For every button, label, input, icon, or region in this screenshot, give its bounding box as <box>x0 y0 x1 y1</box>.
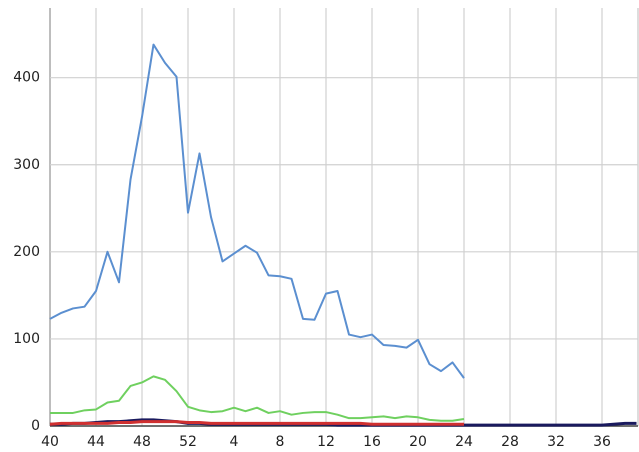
x-tick-label: 40 <box>41 434 59 450</box>
y-tick-label: 100 <box>13 331 40 347</box>
x-tick-label: 12 <box>317 434 335 450</box>
x-tick-label: 28 <box>501 434 519 450</box>
x-tick-label: 32 <box>547 434 565 450</box>
x-tick-label: 24 <box>455 434 473 450</box>
line <box>50 375 465 422</box>
x-tick-label: 20 <box>409 434 427 450</box>
y-tick-label: 400 <box>13 70 40 86</box>
line <box>49 420 464 426</box>
y-tick-label: 0 <box>31 418 40 434</box>
y-tick-label: 200 <box>13 244 40 260</box>
x-tick-label: 36 <box>593 434 611 450</box>
line <box>49 43 465 379</box>
x-tick-label: 4 <box>230 434 239 450</box>
x-tick-label: 16 <box>363 434 381 450</box>
x-tick-label: 48 <box>133 434 151 450</box>
x-tick-label: 8 <box>276 434 285 450</box>
y-tick-label: 300 <box>13 157 40 173</box>
x-tick-label: 44 <box>87 434 105 450</box>
x-tick-label: 52 <box>179 434 197 450</box>
line <box>50 418 637 427</box>
